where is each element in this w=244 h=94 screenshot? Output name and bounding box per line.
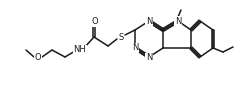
Text: N: N: [146, 17, 152, 25]
Text: N: N: [146, 53, 152, 63]
Text: NH: NH: [74, 45, 86, 55]
Text: N: N: [132, 44, 138, 53]
Text: O: O: [92, 17, 98, 27]
Text: S: S: [118, 33, 124, 41]
Text: N: N: [175, 17, 181, 25]
Text: O: O: [35, 53, 41, 61]
